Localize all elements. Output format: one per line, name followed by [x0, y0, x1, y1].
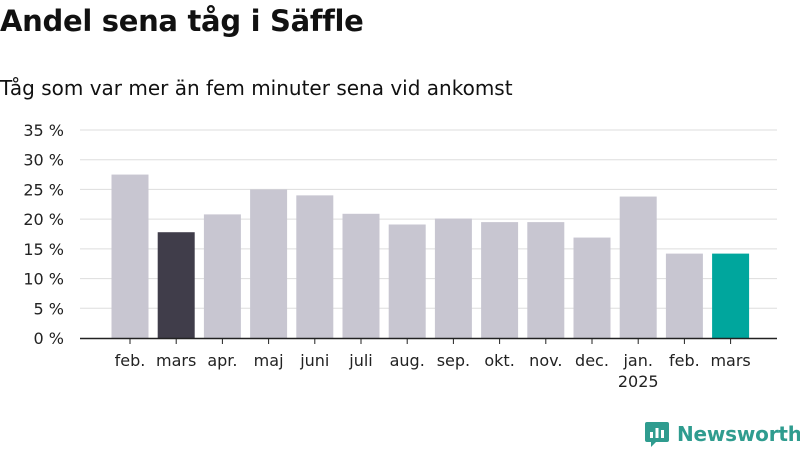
x-tick-label: sep. [437, 351, 470, 370]
y-tick-label: 10 % [23, 270, 64, 289]
x-tick-label: feb. [115, 351, 146, 370]
x-tick-label: aug. [390, 351, 425, 370]
y-tick-label: 15 % [23, 240, 64, 259]
bar [527, 222, 565, 338]
x-tick-sublabel: 2025 [618, 372, 659, 391]
x-tick-label: juni [299, 351, 329, 370]
bar [619, 196, 657, 338]
bar [573, 237, 611, 338]
x-tick-label: jan. [622, 351, 652, 370]
bar [203, 214, 241, 338]
x-tick-label: apr. [207, 351, 237, 370]
brand-name: Newsworthy [677, 422, 800, 446]
x-tick-label: mars [156, 351, 196, 370]
x-tick-label: dec. [575, 351, 609, 370]
x-tick-label: maj [254, 351, 284, 370]
bar [250, 189, 288, 338]
y-tick-label: 5 % [34, 299, 64, 318]
bar [388, 224, 426, 338]
x-tick-label: juli [348, 351, 372, 370]
y-tick-label: 30 % [23, 151, 64, 170]
bar [712, 253, 750, 338]
x-tick-label: nov. [529, 351, 562, 370]
bar [434, 218, 472, 338]
bar [296, 195, 334, 338]
chart-title: Andel sena tåg i Säffle [0, 4, 364, 38]
y-tick-label: 25 % [23, 180, 64, 199]
bar [665, 253, 703, 338]
x-tick-label: mars [710, 351, 750, 370]
y-tick-label: 0 % [34, 329, 64, 348]
y-tick-label: 20 % [23, 210, 64, 229]
y-tick-label: 35 % [23, 121, 64, 140]
bar [342, 213, 380, 338]
bar [157, 232, 195, 338]
chart-subtitle: Tåg som var mer än fem minuter sena vid … [0, 76, 513, 100]
x-tick-label: okt. [484, 351, 514, 370]
bar [481, 222, 519, 338]
bar [111, 174, 149, 338]
newsworthy-logo-icon [645, 422, 669, 447]
x-tick-label: feb. [669, 351, 700, 370]
newsworthy-logo: Newsworthy [644, 420, 800, 448]
